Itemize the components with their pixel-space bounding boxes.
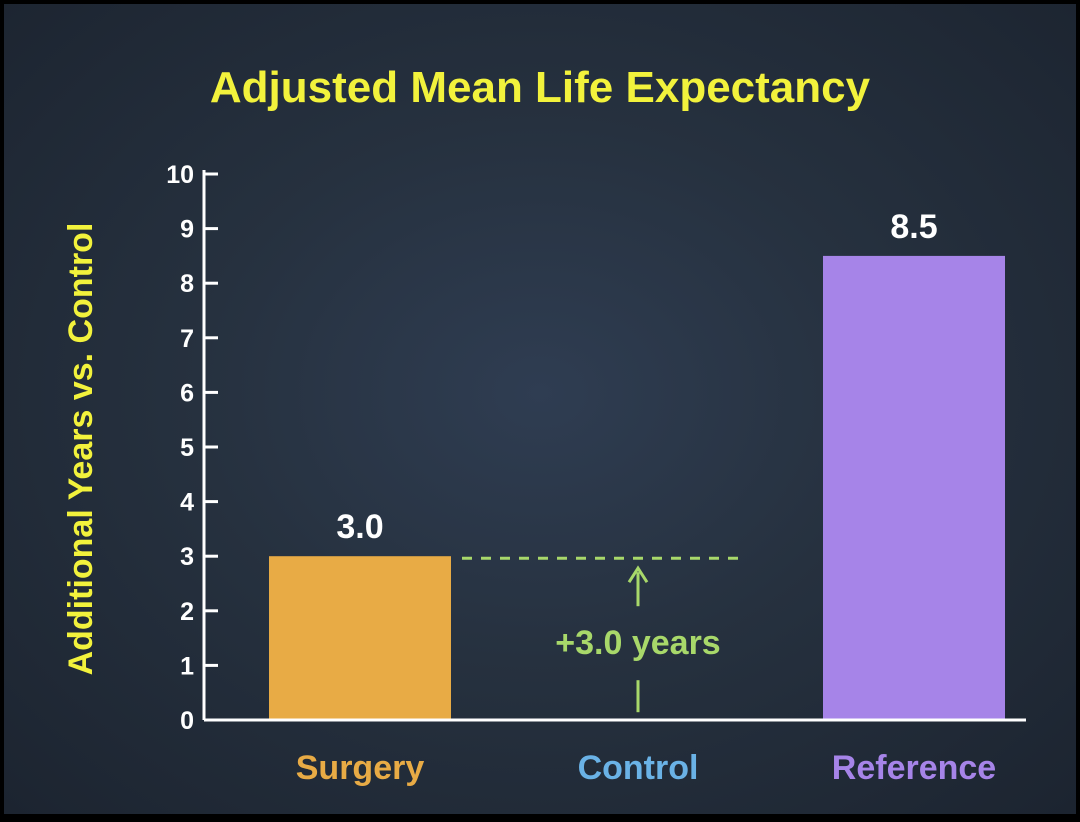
arrow-up-icon: [627, 565, 649, 584]
bar-surgery: [269, 556, 451, 720]
y-tick-label: 9: [180, 216, 194, 244]
annotation-label: +3.0 years: [555, 624, 720, 662]
y-tick-label: 6: [180, 379, 194, 407]
category-label-reference: Reference: [832, 749, 996, 787]
y-tick-label: 1: [180, 652, 194, 680]
bar-reference: [823, 255, 1005, 720]
y-tick-label: 8: [180, 270, 194, 298]
chart-title: Adjusted Mean Life Expectancy: [210, 63, 871, 112]
y-tick-label: 10: [166, 161, 194, 189]
y-tick-label: 0: [180, 707, 194, 735]
y-tick-label: 7: [180, 325, 194, 353]
y-tick-label: 3: [180, 543, 194, 571]
y-tick-label: 5: [180, 434, 194, 462]
category-label-surgery: Surgery: [296, 749, 425, 787]
chart-panel: Adjusted Mean Life Expectancy Additional…: [4, 4, 1076, 814]
y-tick-label: 4: [180, 489, 194, 517]
y-axis-label: Additional Years vs. Control: [62, 223, 100, 676]
data-label-reference: 8.5: [890, 208, 937, 246]
y-tick-label: 2: [180, 598, 194, 626]
data-label-surgery: 3.0: [336, 508, 383, 546]
bar-chart: Adjusted Mean Life Expectancy Additional…: [62, 63, 1026, 787]
category-label-control: Control: [578, 749, 699, 787]
plot-area: 0 1 2 3 4 5 6 7 8 9 10 3.0 8.5 Surgery Control Referenc…: [166, 161, 1026, 787]
